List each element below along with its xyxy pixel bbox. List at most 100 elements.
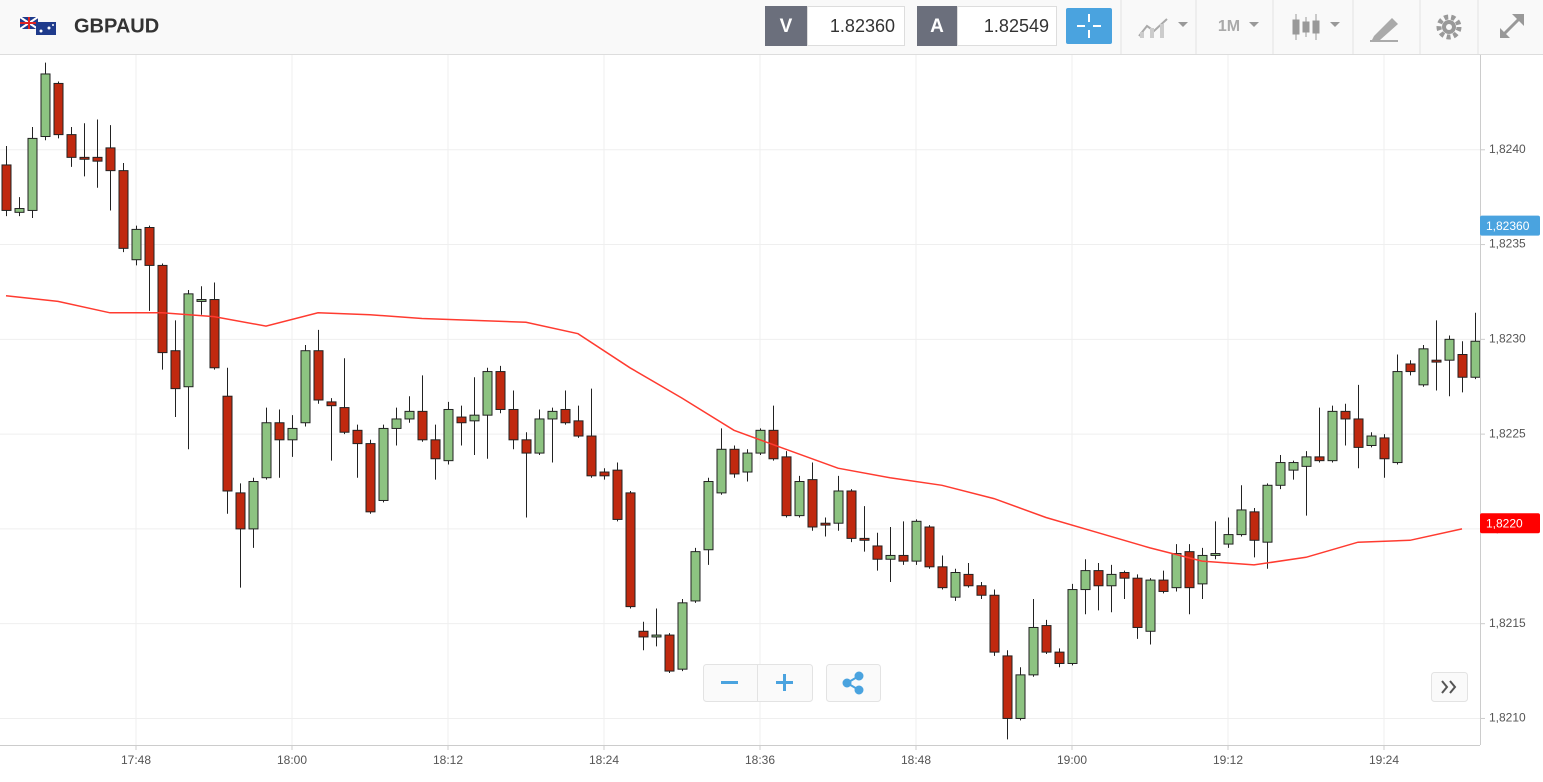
candle-body xyxy=(456,416,467,424)
candle-body xyxy=(196,299,207,302)
indicator-button[interactable] xyxy=(1138,18,1188,38)
flag-icon xyxy=(19,16,56,35)
price-tag-label: 1,8220 xyxy=(1486,516,1523,530)
timeframe-caret xyxy=(1249,22,1259,27)
candle-body xyxy=(638,630,649,638)
candle-body xyxy=(1223,534,1234,545)
candle-body xyxy=(599,471,610,477)
y-tick-label: 1,8215 xyxy=(1489,616,1526,630)
candle-body xyxy=(547,410,558,420)
candle-body xyxy=(1249,511,1260,541)
bid-price: 1.82360 xyxy=(830,16,895,36)
candle-body xyxy=(1236,509,1247,536)
candle-body xyxy=(105,147,116,172)
candle-body xyxy=(924,526,935,568)
bid-button[interactable] xyxy=(765,6,807,46)
candle-body xyxy=(794,481,805,517)
candle-body xyxy=(677,602,688,670)
crosshair-button[interactable] xyxy=(1066,8,1112,44)
y-tick-label: 1,8225 xyxy=(1489,426,1526,440)
candle-body xyxy=(1054,651,1065,664)
candle-body xyxy=(170,350,181,390)
candle-body xyxy=(1275,462,1286,486)
candle-body xyxy=(1457,354,1468,378)
candle-body xyxy=(1002,655,1013,719)
candle-body xyxy=(534,418,545,454)
x-tick-label: 18:24 xyxy=(589,753,619,767)
fullscreen-button[interactable] xyxy=(1500,14,1524,38)
candle-body xyxy=(703,481,714,551)
share-button[interactable] xyxy=(842,671,864,695)
zoom-in-button[interactable] xyxy=(776,674,793,691)
candle-body xyxy=(872,545,883,560)
candle-body xyxy=(729,448,740,475)
candle-body xyxy=(339,407,350,433)
candle-body xyxy=(1015,674,1026,719)
candle-body xyxy=(1080,570,1091,591)
price-tag-label: 1,82360 xyxy=(1486,219,1530,233)
candle-body xyxy=(690,551,701,602)
bid-box xyxy=(807,6,905,46)
y-tick-label: 1,8240 xyxy=(1489,142,1526,156)
candle-body xyxy=(950,572,961,598)
bid-label: V xyxy=(780,16,793,37)
candle-body xyxy=(222,395,233,492)
candle-body xyxy=(1028,626,1039,676)
candle-body xyxy=(1379,437,1390,460)
candle-body xyxy=(261,422,272,479)
candle-body xyxy=(716,448,727,494)
chart-type-button[interactable] xyxy=(1292,14,1340,40)
candle-body xyxy=(248,481,259,530)
x-tick-label: 18:48 xyxy=(901,753,931,767)
candle-body xyxy=(885,554,896,560)
candle-body xyxy=(846,490,857,539)
candle-body xyxy=(573,420,584,437)
candle-body xyxy=(326,401,337,407)
x-tick-label: 18:12 xyxy=(433,753,463,767)
candle-body xyxy=(1418,348,1429,386)
candle-body xyxy=(521,439,532,454)
candle-body xyxy=(1067,589,1078,664)
settings-button[interactable] xyxy=(1436,14,1462,40)
candle-body xyxy=(742,452,753,473)
candle-body xyxy=(209,299,220,369)
candle-body xyxy=(937,566,948,589)
candle-body xyxy=(1145,579,1156,632)
candle-body xyxy=(157,264,168,354)
candle-body xyxy=(66,134,77,158)
candle-body xyxy=(560,408,571,424)
candle-body xyxy=(1327,410,1338,462)
candle-body xyxy=(1197,554,1208,585)
axes: 1,8210 1,8215 1,8220 1,8225 1,8230 1,8235 1,82… xyxy=(121,142,1540,767)
candle-body xyxy=(53,82,64,136)
candle-body xyxy=(976,585,987,596)
scroll-end-button[interactable] xyxy=(1431,672,1468,702)
candle-body xyxy=(1301,456,1312,467)
candle-body xyxy=(1210,553,1221,556)
candle-body xyxy=(1288,462,1299,471)
candle-body xyxy=(1041,625,1052,653)
ask-price: 1.82549 xyxy=(984,16,1049,36)
ask-button[interactable] xyxy=(917,6,957,46)
x-tick-label: 19:12 xyxy=(1213,753,1243,767)
zoom-out-button[interactable] xyxy=(721,681,738,684)
ask-box xyxy=(957,6,1057,46)
candle-body xyxy=(1093,570,1104,587)
timeframe[interactable]: 1M xyxy=(1218,18,1240,35)
candle-body xyxy=(898,554,909,562)
candle-body xyxy=(1314,456,1325,462)
candle-body xyxy=(1184,551,1195,589)
candle-body xyxy=(300,350,311,424)
ask-label: A xyxy=(930,16,944,37)
candle-body xyxy=(352,429,363,445)
candle-body xyxy=(274,422,285,441)
candle-body xyxy=(1405,363,1416,373)
x-tick-label: 18:36 xyxy=(745,753,775,767)
x-tick-label: 19:00 xyxy=(1057,753,1087,767)
candle-body xyxy=(586,435,597,477)
y-tick-label: 1,8235 xyxy=(1489,237,1526,251)
draw-tool-button[interactable] xyxy=(1370,18,1398,42)
candle-body xyxy=(1262,484,1273,543)
candle-body xyxy=(820,522,831,526)
candle-body xyxy=(833,490,844,524)
